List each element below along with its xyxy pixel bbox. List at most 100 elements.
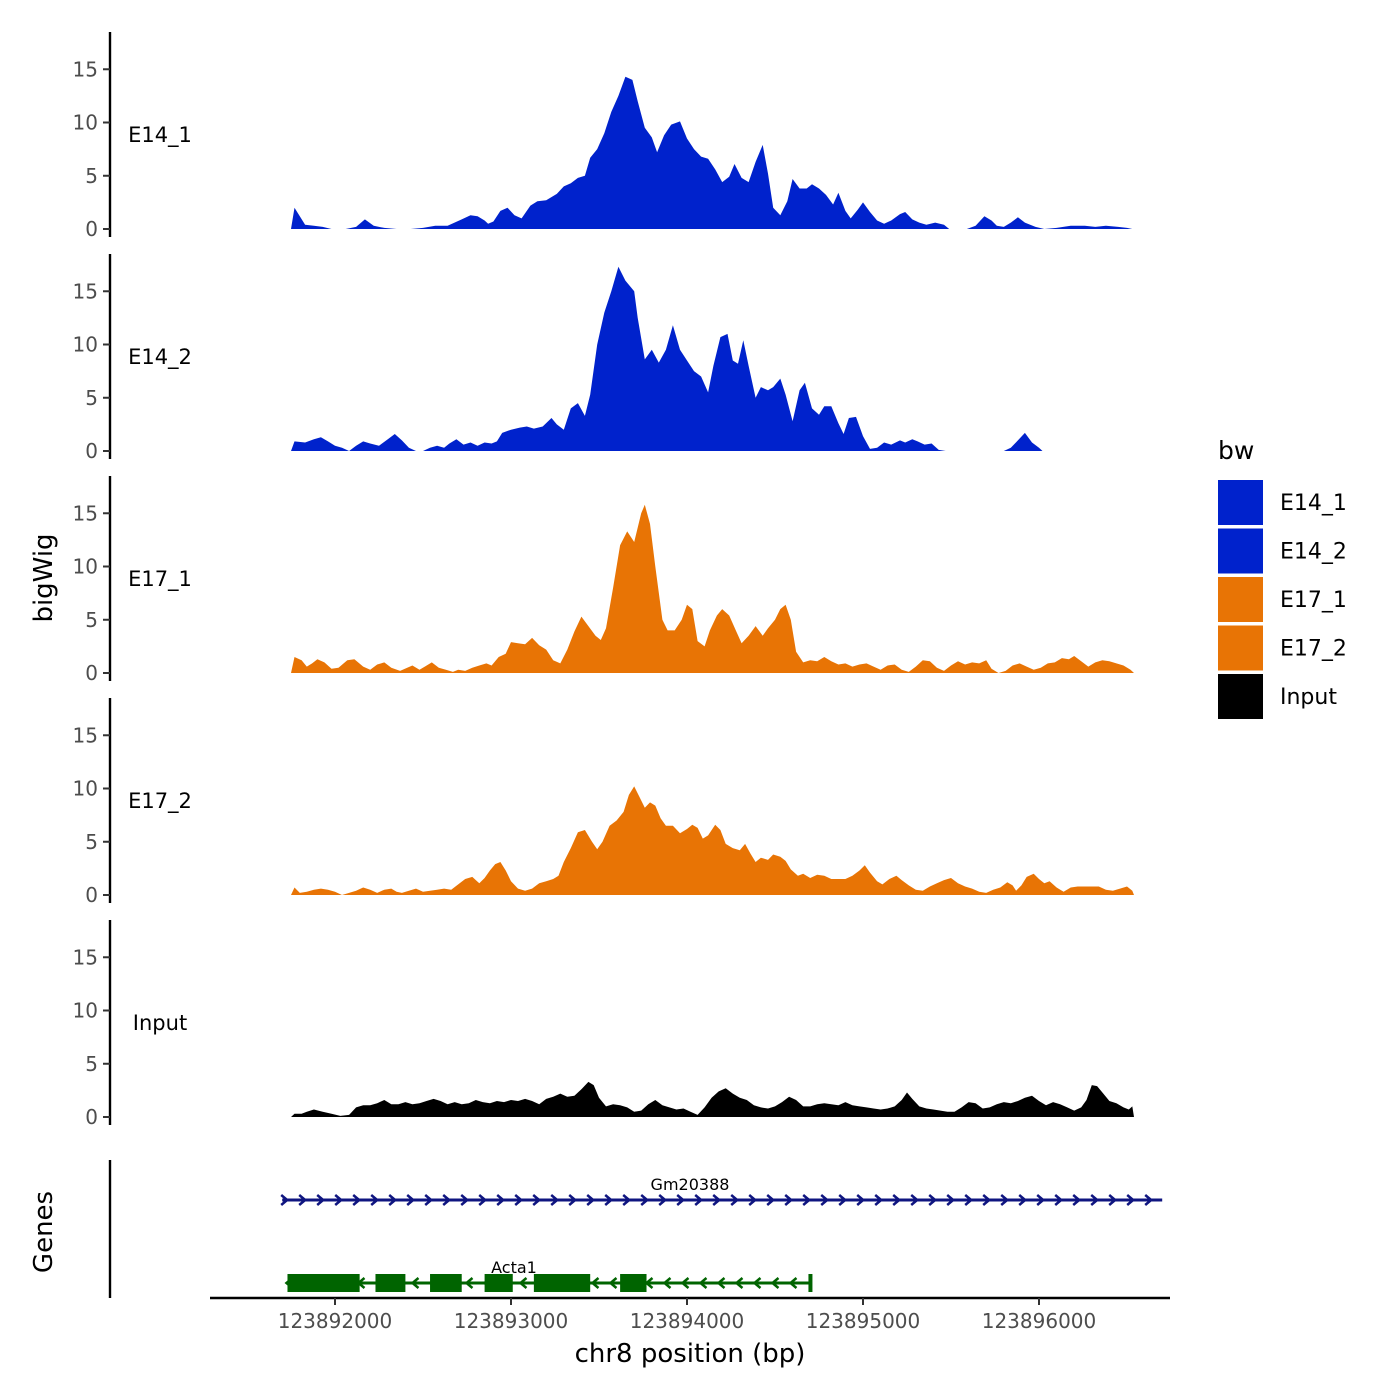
strand-arrow — [532, 1194, 542, 1206]
track-input: 0 5 10 15 Input — [73, 920, 1134, 1129]
strand-arrow — [1126, 1194, 1136, 1206]
strand-arrow — [316, 1194, 326, 1206]
strand-arrow — [1018, 1194, 1028, 1206]
strand-arrow — [568, 1194, 578, 1206]
y-tick-label: 0 — [85, 217, 98, 241]
strand-arrow — [1054, 1194, 1064, 1206]
strand-arrow — [464, 1277, 474, 1289]
y-tick-label: 0 — [85, 661, 98, 685]
strand-arrow — [406, 1194, 416, 1206]
y-tick-label: 10 — [73, 555, 98, 579]
strand-arrow — [640, 1194, 650, 1206]
y-tick-label: 5 — [85, 164, 98, 188]
track-e14-2: 0 5 10 15 E14_2 — [73, 254, 1043, 463]
strand-arrow — [1108, 1194, 1118, 1206]
exon — [430, 1274, 462, 1292]
track-label-e14-2: E14_2 — [128, 345, 192, 370]
genes-axis-title: Genes — [29, 1191, 59, 1273]
y-tick-label: 15 — [73, 279, 98, 303]
strand-arrow — [424, 1194, 434, 1206]
track-label-e14-1: E14_1 — [128, 123, 192, 148]
x-axis: 123892000 123893000 123894000 123895000 1238… — [210, 1296, 1170, 1333]
strand-arrow — [892, 1194, 902, 1206]
y-tick-label: 10 — [73, 999, 98, 1023]
y-tick-label: 5 — [85, 830, 98, 854]
strand-arrow — [550, 1194, 560, 1206]
y-tick-label: 15 — [73, 57, 98, 81]
x-tick-label: 123895000 — [806, 1309, 921, 1333]
strand-arrow — [334, 1194, 344, 1206]
strand-arrow — [586, 1194, 596, 1206]
legend-swatch-e17-1 — [1218, 577, 1263, 622]
gene-label-gm20388: Gm20388 — [651, 1175, 730, 1194]
strand-arrow — [1072, 1194, 1082, 1206]
y-tick-label: 10 — [73, 333, 98, 357]
legend-swatch-e14-2 — [1218, 528, 1263, 574]
strand-arrow — [496, 1194, 506, 1206]
legend-label-e14-1: E14_1 — [1280, 491, 1347, 516]
y-tick-label: 15 — [73, 945, 98, 969]
y-tick-label: 0 — [85, 439, 98, 463]
track-label-input: Input — [133, 1011, 187, 1035]
strand-arrow — [514, 1194, 524, 1206]
track-e14-1: 0 5 10 15 E14_1 — [73, 32, 1133, 241]
strand-arrow — [730, 1194, 740, 1206]
strand-arrow — [838, 1194, 848, 1206]
exon — [620, 1274, 647, 1292]
y-tick-label: 10 — [73, 111, 98, 135]
strand-arrow — [1000, 1194, 1010, 1206]
area-input — [291, 1081, 1134, 1117]
gene-label-acta1: Acta1 — [491, 1258, 537, 1277]
strand-arrow — [748, 1194, 758, 1206]
strand-arrow — [802, 1194, 812, 1206]
strand-arrow — [712, 1194, 722, 1206]
x-tick-label: 123893000 — [454, 1309, 569, 1333]
track-label-e17-2: E17_2 — [128, 789, 192, 814]
strand-arrow — [982, 1194, 992, 1206]
strand-arrow — [874, 1194, 884, 1206]
strand-arrow — [442, 1194, 452, 1206]
track-label-e17-1: E17_1 — [128, 567, 192, 592]
x-tick-label: 123896000 — [982, 1309, 1097, 1333]
strand-arrow — [518, 1277, 528, 1289]
gene-track: Gm20388 Acta1 — [108, 1160, 1163, 1298]
area-e14-2 — [291, 266, 1043, 451]
strand-arrow — [698, 1277, 708, 1289]
strand-arrow — [478, 1194, 488, 1206]
x-tick-label: 123894000 — [630, 1309, 745, 1333]
legend: bw E14_1 E14_2 E17_1 E17_2 Input — [1218, 436, 1347, 719]
exon — [287, 1274, 360, 1292]
x-axis-title: chr8 position (bp) — [575, 1339, 806, 1369]
strand-arrow — [856, 1194, 866, 1206]
strand-arrow — [460, 1194, 470, 1206]
strand-arrow — [752, 1277, 762, 1289]
legend-label-e17-1: E17_1 — [1280, 588, 1347, 613]
strand-arrow — [658, 1194, 668, 1206]
exon — [375, 1274, 406, 1292]
legend-swatch-e14-1 — [1218, 480, 1263, 525]
y-tick-label: 5 — [85, 1052, 98, 1076]
exon — [484, 1274, 513, 1292]
exon — [808, 1274, 813, 1292]
strand-arrow — [1036, 1194, 1046, 1206]
strand-arrow — [604, 1194, 614, 1206]
strand-arrow — [946, 1194, 956, 1206]
strand-arrow — [784, 1194, 794, 1206]
legend-label-input: Input — [1280, 685, 1337, 710]
strand-arrow — [766, 1194, 776, 1206]
strand-arrow — [680, 1277, 690, 1289]
legend-title: bw — [1218, 436, 1254, 465]
y-tick-label: 5 — [85, 608, 98, 632]
track-e17-1: 0 5 10 15 E17_1 — [73, 476, 1134, 685]
strand-arrow — [788, 1277, 798, 1289]
strand-arrow — [590, 1277, 600, 1289]
coverage-tracks: 0 5 10 15 E14_1 0 5 10 15 E14_2 0 5 10 15 E17_1 0 5 10 15 E… — [73, 32, 1134, 1129]
gene-gm20388: Gm20388 — [280, 1175, 1163, 1206]
strand-arrow — [622, 1194, 632, 1206]
legend-label-e14-2: E14_2 — [1280, 540, 1347, 565]
area-e17-1 — [291, 504, 1134, 673]
strand-arrow — [388, 1194, 398, 1206]
strand-arrow — [770, 1277, 780, 1289]
strand-arrow — [694, 1194, 704, 1206]
gene-acta1: Acta1 — [284, 1258, 813, 1292]
